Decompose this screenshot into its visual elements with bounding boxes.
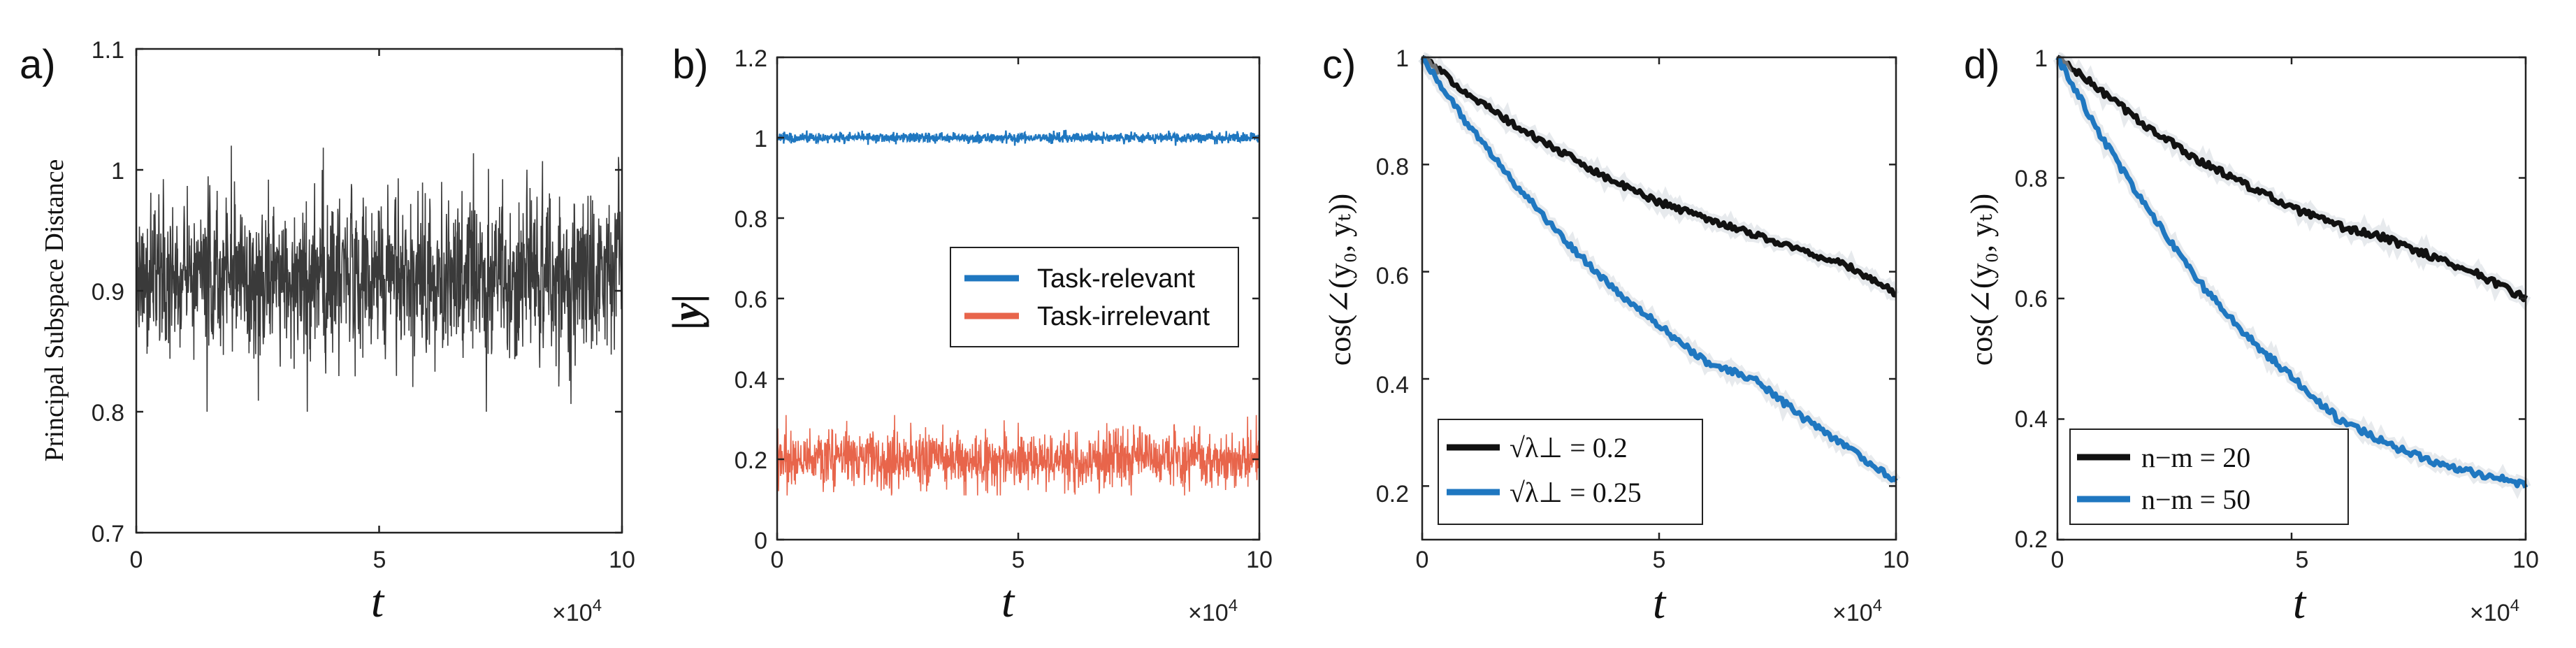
ytick-label: 0.2 [735, 447, 767, 474]
series-line [1420, 55, 1898, 483]
x-multiplier-c: ×104 [1832, 596, 1882, 626]
tick-labels-a: 1.1 1 0.9 0.8 0.7 0 5 10 [92, 37, 635, 573]
ytick-label: 0.4 [2015, 406, 2048, 433]
y-axis-label-c: cos(∠(y₀, yₜ)) [1323, 194, 1357, 366]
x-multiplier-d: ×104 [2470, 596, 2519, 626]
ytick-label: 0.6 [735, 287, 767, 313]
ytick-label: 0.8 [1376, 154, 1409, 180]
series-line [776, 415, 1260, 496]
ytick-label: 0.8 [2015, 166, 2048, 192]
ytick-label: 0.8 [92, 400, 124, 426]
legend-item-lambda-025: √λ⊥ = 0.25 [1510, 477, 1642, 508]
plot-area-c [1418, 52, 1901, 541]
ytick-label: 0.6 [1376, 263, 1409, 289]
ytick-label: 0.2 [1376, 481, 1409, 507]
xtick-label: 5 [2296, 547, 2309, 573]
legend-c: √λ⊥ = 0.2 √λ⊥ = 0.25 [1438, 419, 1703, 525]
ytick-label: 0.8 [735, 206, 767, 233]
xtick-label: 5 [1012, 547, 1025, 573]
ytick-label: 1.2 [735, 45, 767, 72]
xtick-label: 10 [609, 547, 635, 573]
plot-area-b [776, 56, 1261, 541]
legend-item-task-irrelevant: Task-irrelevant [1037, 302, 1210, 331]
panel-c: c) cos(∠(y₀, yₜ)) 1 0.8 0.6 0.4 0.2 0 5 … [1322, 42, 1909, 628]
legend-item-task-relevant: Task-relevant [1037, 264, 1195, 294]
panel-label-d: d) [1964, 42, 2000, 87]
panel-label-c: c) [1322, 42, 1356, 87]
ytick-label: 1 [754, 126, 767, 152]
x-axis-label-a: t [371, 576, 385, 627]
panel-b: b) |y| 1.2 1 0.8 0.6 0.4 0.2 0 0 5 10 t … [664, 42, 1273, 627]
series-line [136, 145, 623, 412]
legend-item-lambda-02: √λ⊥ = 0.2 [1510, 432, 1628, 463]
legend-item-nm-20: n−m = 20 [2141, 442, 2250, 473]
xtick-label: 10 [2512, 547, 2539, 573]
plot-area-a [135, 48, 623, 534]
ytick-label: 0.2 [2015, 526, 2048, 553]
ytick-label: 1.1 [92, 37, 124, 64]
x-axis-label-b: t [1001, 576, 1015, 627]
ytick-label: 0 [754, 528, 767, 554]
ytick-label: 1 [1396, 45, 1409, 72]
series-line [2055, 55, 2528, 489]
legend-d: n−m = 20 n−m = 50 [2069, 429, 2349, 525]
x-axis-label-c: t [1653, 577, 1667, 628]
xtick-label: 10 [1246, 547, 1273, 573]
tick-labels-c: 1 0.8 0.6 0.4 0.2 0 5 10 [1376, 45, 1909, 573]
panel-label-a: a) [20, 42, 56, 87]
xtick-label: 0 [1416, 547, 1429, 573]
panel-label-b: b) [672, 42, 709, 87]
ytick-label: 1 [2034, 45, 2048, 72]
ytick-label: 0.9 [92, 279, 124, 305]
series-line [2056, 55, 2528, 303]
plot-layer [135, 48, 2531, 541]
legend-item-nm-50: n−m = 50 [2141, 484, 2250, 515]
x-axis-label-d: t [2293, 577, 2307, 628]
y-axis-label-b: |y| [664, 294, 709, 329]
ytick-label: 0.4 [735, 367, 767, 394]
ytick-label: 0.4 [1376, 372, 1409, 398]
tick-labels-d: 1 0.8 0.6 0.4 0.2 0 5 10 [2015, 45, 2539, 573]
series-line [776, 129, 1261, 146]
tick-labels-b: 1.2 1 0.8 0.6 0.4 0.2 0 0 5 10 [735, 45, 1273, 573]
ytick-label: 0.6 [2015, 286, 2048, 312]
xtick-label: 0 [2051, 547, 2064, 573]
series-line [1421, 55, 1897, 298]
y-axis-label-a: Principal Subspace Distance [40, 159, 69, 462]
xtick-label: 10 [1883, 547, 1909, 573]
legend-b: Task-relevant Task-irrelevant [950, 247, 1239, 347]
panel-a: a) Principal Subspace Distance 1.1 1 0.9… [20, 37, 635, 627]
panel-d: d) cos(∠(y₀, yₜ)) 1 0.8 0.6 0.4 0.2 0 5 … [1964, 42, 2539, 628]
xtick-label: 0 [771, 547, 784, 573]
x-multiplier-a: ×104 [552, 596, 602, 626]
xtick-label: 5 [1653, 547, 1666, 573]
x-multiplier-b: ×104 [1188, 596, 1238, 626]
plot-area-d [2053, 52, 2531, 541]
xtick-label: 5 [373, 547, 386, 573]
ytick-label: 1 [111, 158, 124, 185]
xtick-label: 0 [130, 547, 143, 573]
ytick-label: 0.7 [92, 521, 124, 547]
y-axis-label-d: cos(∠(y₀, yₜ)) [1964, 194, 1999, 366]
